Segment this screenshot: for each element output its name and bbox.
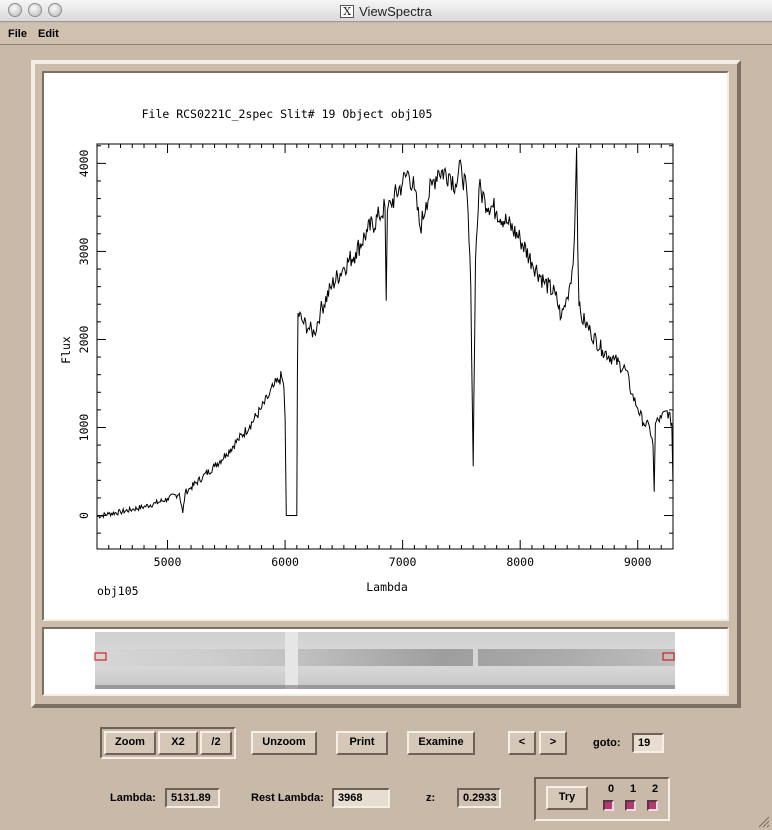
zoom-window-button[interactable] xyxy=(48,3,62,17)
spectrum-series-line xyxy=(96,147,674,519)
x-tick-label: 7000 xyxy=(389,555,417,569)
try-option-1-checkbox[interactable] xyxy=(625,800,636,811)
spectrum-plot-panel[interactable]: File RCS0221C_2spec Slit# 19 Object obj1… xyxy=(42,71,729,621)
x11-logo-icon: X xyxy=(340,5,355,18)
goto-label: goto: xyxy=(593,737,621,749)
y-tick-label: 3000 xyxy=(77,237,91,265)
x-tick-label: 8000 xyxy=(506,555,534,569)
strip-absorption-band xyxy=(473,649,478,666)
rest-lambda-label: Rest Lambda: xyxy=(251,792,324,804)
try-panel xyxy=(534,777,670,821)
zoom-button-group xyxy=(100,727,236,759)
print-button[interactable]: Print xyxy=(336,731,388,755)
y-axis-label: Flux xyxy=(59,336,73,364)
zoom-x2-button[interactable]: X2 xyxy=(158,731,198,755)
z-label: z: xyxy=(426,792,436,804)
y-axis-ticks: 0 1000 2000 3000 4000 xyxy=(77,145,673,534)
chart-title: File RCS0221C_2spec Slit# 19 Object obj1… xyxy=(142,107,433,121)
unzoom-button[interactable]: Unzoom xyxy=(251,731,317,755)
lambda-label: Lambda: xyxy=(110,792,156,804)
strip-bottom-edge xyxy=(95,685,675,689)
x-axis-label: Lambda xyxy=(366,580,408,594)
minimize-window-button[interactable] xyxy=(28,3,42,17)
zoom-button[interactable]: Zoom xyxy=(104,731,156,755)
2d-spectrum-strip-panel[interactable] xyxy=(42,627,729,696)
rest-lambda-input[interactable]: 3968 xyxy=(332,788,390,808)
plot-axes-box xyxy=(96,143,674,550)
y-tick-label: 4000 xyxy=(77,149,91,177)
try-option-0-checkbox[interactable] xyxy=(603,800,614,811)
examine-button[interactable]: Examine xyxy=(407,731,475,755)
menu-edit[interactable]: Edit xyxy=(38,28,59,40)
lambda-value-field[interactable]: 5131.89 xyxy=(165,788,220,808)
window-title-text: ViewSpectra xyxy=(359,4,432,19)
x-tick-label: 5000 xyxy=(154,555,182,569)
2d-spectrum-image[interactable] xyxy=(44,629,727,694)
spectrum-trace-band xyxy=(95,649,675,666)
menu-bar: File Edit xyxy=(0,23,772,45)
y-tick-label: 0 xyxy=(77,512,91,519)
slit-marker-right-icon xyxy=(662,652,675,661)
zoom-half-button[interactable]: /2 xyxy=(200,731,232,755)
resize-grip-icon[interactable] xyxy=(758,816,770,828)
x-tick-label: 6000 xyxy=(271,555,299,569)
y-tick-label: 2000 xyxy=(77,326,91,354)
next-slit-button[interactable]: > xyxy=(539,731,567,755)
try-option-2-checkbox[interactable] xyxy=(647,800,658,811)
try-option-0-label: 0 xyxy=(608,783,615,795)
spectrum-chart[interactable]: File RCS0221C_2spec Slit# 19 Object obj1… xyxy=(44,73,727,619)
slit-marker-left-icon xyxy=(94,652,107,661)
try-button[interactable]: Try xyxy=(546,786,588,810)
x-axis-ticks: 5000 6000 7000 8000 9000 xyxy=(108,144,662,569)
try-option-2-label: 2 xyxy=(652,783,659,795)
window-title: X ViewSpectra xyxy=(0,4,772,19)
previous-slit-button[interactable]: < xyxy=(508,731,536,755)
object-caption: obj105 xyxy=(97,584,139,598)
y-tick-label: 1000 xyxy=(77,414,91,442)
goto-input[interactable]: 19 xyxy=(632,733,664,753)
menu-file[interactable]: File xyxy=(8,28,27,40)
window-titlebar[interactable]: X ViewSpectra xyxy=(0,0,772,22)
close-window-button[interactable] xyxy=(8,3,22,17)
try-option-1-label: 1 xyxy=(630,783,637,795)
x-tick-label: 9000 xyxy=(624,555,652,569)
z-value-field[interactable]: 0.2933 xyxy=(457,788,501,808)
strip-gap xyxy=(285,632,298,689)
